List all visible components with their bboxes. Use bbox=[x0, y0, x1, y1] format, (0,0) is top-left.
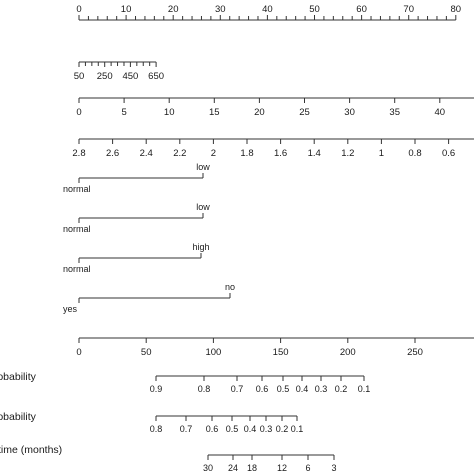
tick-label: 20 bbox=[168, 4, 179, 15]
scale-cat-2: low normal bbox=[63, 202, 210, 234]
scale-var-2: 50 250 450 650 bbox=[74, 61, 164, 82]
tick-label: 0.5 bbox=[226, 424, 239, 434]
category-label-right: low bbox=[196, 202, 210, 212]
scale-name: time (months) bbox=[0, 444, 62, 456]
category-label-left: normal bbox=[63, 224, 91, 234]
scale-var-3: 0 5 10 15 20 25 30 35 40 bbox=[76, 97, 474, 118]
tick-label: 0.8 bbox=[150, 424, 163, 434]
tick-label: 2.4 bbox=[140, 148, 153, 159]
tick-label: 0.6 bbox=[442, 148, 455, 159]
tick-label: 40 bbox=[262, 4, 273, 15]
tick-label: 1.4 bbox=[308, 148, 321, 159]
category-label-left: normal bbox=[63, 184, 91, 194]
tick-label: 50 bbox=[74, 71, 85, 82]
tick-label: 0.8 bbox=[198, 384, 211, 394]
tick-label: 0.9 bbox=[150, 384, 163, 394]
tick-label: 10 bbox=[164, 107, 175, 118]
tick-label: 0.6 bbox=[206, 424, 219, 434]
tick-label: 0 bbox=[76, 107, 81, 118]
scale-points: 0 10 20 30 40 50 60 70 80 bbox=[76, 4, 462, 21]
tick-label: 450 bbox=[122, 71, 138, 82]
tick-label: 15 bbox=[209, 107, 220, 118]
category-label-right: no bbox=[225, 282, 235, 292]
scale-time: 30 24 18 12 6 3 time (months) bbox=[0, 444, 337, 473]
scale-name: probability bbox=[0, 371, 37, 383]
tick-label: 1.2 bbox=[341, 148, 354, 159]
tick-label: 650 bbox=[148, 71, 164, 82]
tick-label: 0.2 bbox=[335, 384, 348, 394]
scale-cat-3: high normal bbox=[63, 242, 210, 274]
tick-label: 2.2 bbox=[173, 148, 186, 159]
tick-label: 1.6 bbox=[274, 148, 287, 159]
tick-label: 100 bbox=[205, 347, 221, 358]
category-label-right: low bbox=[196, 162, 210, 172]
tick-label: 35 bbox=[389, 107, 400, 118]
tick-label: 12 bbox=[277, 463, 287, 473]
tick-label: 30 bbox=[344, 107, 355, 118]
tick-label: 80 bbox=[451, 4, 462, 15]
tick-label: 0.1 bbox=[358, 384, 371, 394]
tick-label: 250 bbox=[97, 71, 113, 82]
tick-label: 0.4 bbox=[244, 424, 257, 434]
tick-label: 30 bbox=[203, 463, 213, 473]
tick-label: 0.3 bbox=[260, 424, 273, 434]
tick-label: 0 bbox=[76, 4, 81, 15]
tick-label: 70 bbox=[403, 4, 414, 15]
tick-label: 40 bbox=[435, 107, 446, 118]
tick-label: 0.7 bbox=[231, 384, 244, 394]
tick-label: 10 bbox=[121, 4, 132, 15]
tick-label: 1 bbox=[379, 148, 384, 159]
tick-label: 2.8 bbox=[72, 148, 85, 159]
tick-label: 60 bbox=[356, 4, 367, 15]
tick-label: 2 bbox=[211, 148, 216, 159]
tick-label: 5 bbox=[121, 107, 126, 118]
tick-label: 250 bbox=[407, 347, 423, 358]
tick-label: 0.4 bbox=[296, 384, 309, 394]
tick-label: 0.6 bbox=[256, 384, 269, 394]
tick-label: 30 bbox=[215, 4, 226, 15]
tick-label: 50 bbox=[141, 347, 152, 358]
tick-label: 3 bbox=[331, 463, 336, 473]
scale-name: probability bbox=[0, 411, 37, 423]
tick-label: 0.2 bbox=[276, 424, 289, 434]
scale-prob-1: 0.9 0.8 0.7 0.6 0.5 0.4 0.3 0.2 0.1 probability bbox=[0, 371, 370, 394]
category-label-right: high bbox=[192, 242, 209, 252]
category-label-left: yes bbox=[63, 304, 78, 314]
tick-label: 200 bbox=[340, 347, 356, 358]
scale-var-4: 2.8 2.6 2.4 2.2 2 1.8 1.6 1.4 1.2 1 0.8 0.6 bbox=[72, 138, 474, 159]
tick-label: 0 bbox=[76, 347, 81, 358]
scale-total-points: 0 50 100 150 200 250 bbox=[76, 337, 474, 358]
scale-cat-4: no yes bbox=[63, 282, 235, 314]
tick-label: 50 bbox=[309, 4, 320, 15]
scale-prob-2: 0.8 0.7 0.6 0.5 0.40.30.20.1 probability bbox=[0, 411, 303, 434]
tick-label: 0.7 bbox=[180, 424, 193, 434]
tick-label: 1.8 bbox=[240, 148, 253, 159]
tick-label: 0.8 bbox=[408, 148, 421, 159]
tick-label: 0.5 bbox=[277, 384, 290, 394]
tick-label: 18 bbox=[247, 463, 257, 473]
tick-label: 0.3 bbox=[315, 384, 328, 394]
tick-label: 6 bbox=[305, 463, 310, 473]
tick-label: 25 bbox=[299, 107, 310, 118]
scale-cat-1: low normal bbox=[63, 162, 210, 194]
tick-label: 2.6 bbox=[106, 148, 119, 159]
tick-label: 20 bbox=[254, 107, 265, 118]
tick-label: 24 bbox=[228, 463, 238, 473]
category-label-left: normal bbox=[63, 264, 91, 274]
tick-label: 0.1 bbox=[291, 424, 304, 434]
tick-label: 150 bbox=[273, 347, 289, 358]
